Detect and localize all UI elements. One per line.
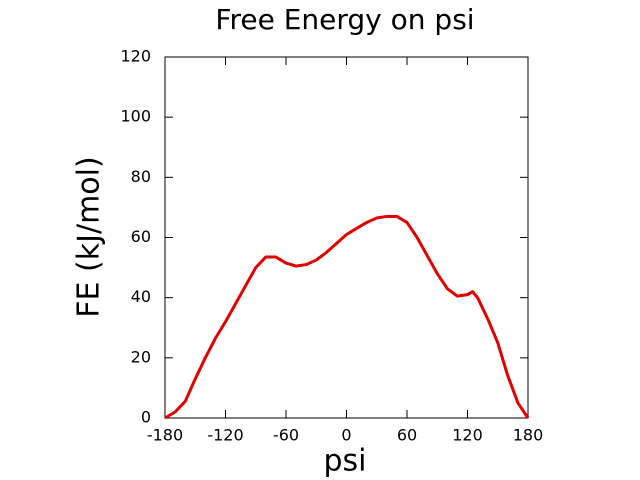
y-tick-label: 20 (131, 347, 151, 366)
x-tick-label: -120 (207, 426, 243, 445)
x-tick-label: 0 (341, 426, 351, 445)
x-tick-label: 180 (513, 426, 544, 445)
x-tick-label: 120 (452, 426, 483, 445)
x-tick-label: -60 (273, 426, 299, 445)
x-tick-label: -180 (147, 426, 183, 445)
y-tick-label: 80 (131, 167, 151, 186)
y-tick-label: 100 (120, 107, 151, 126)
y-tick-label: 40 (131, 287, 151, 306)
data-line (164, 214, 530, 420)
y-tick-label: 60 (131, 227, 151, 246)
y-tick-label: 120 (120, 47, 151, 66)
x-axis-label: psi (323, 444, 366, 479)
chart-title: Free Energy on psi (215, 3, 474, 36)
y-axis-label: FE (kJ/mol) (72, 156, 107, 317)
plot-frame (164, 56, 529, 419)
y-tick-label: 0 (141, 408, 151, 427)
x-tick-label: 60 (397, 426, 417, 445)
